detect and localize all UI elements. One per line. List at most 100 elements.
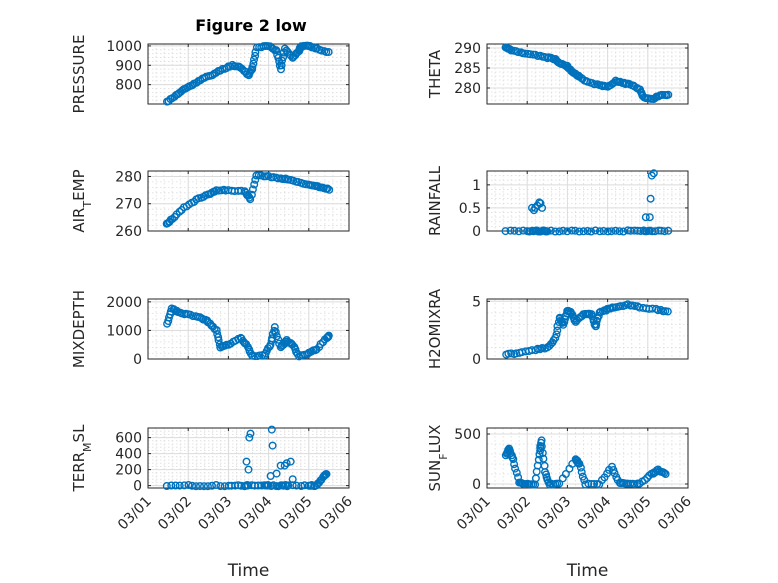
data-point	[563, 227, 572, 236]
data-point	[514, 48, 523, 57]
y-tick-label: 0	[133, 352, 142, 368]
data-point	[322, 470, 331, 479]
data-point	[282, 459, 291, 468]
data-point	[630, 302, 639, 311]
data-point	[546, 226, 555, 235]
data-point	[543, 227, 552, 236]
data-point	[184, 481, 193, 490]
axes-frame	[486, 43, 689, 105]
data-point	[551, 333, 560, 342]
y-tick-label: 800	[115, 78, 142, 94]
data-point	[590, 480, 599, 489]
data-point	[559, 226, 568, 235]
data-point	[188, 481, 197, 490]
data-point	[575, 227, 584, 236]
data-point	[509, 455, 518, 464]
y-tick-label: 0	[472, 477, 481, 493]
data-point	[664, 90, 673, 99]
data-point	[284, 481, 293, 490]
y-tick-label: 0	[472, 224, 481, 240]
y-tick-label: 0.5	[459, 201, 481, 217]
x-tick-label: 03/05	[615, 494, 655, 534]
subplot-mixdepth: 0 1000 2000 MIXDEPTH	[70, 290, 350, 368]
data-series	[502, 300, 672, 359]
axes-frame	[147, 43, 350, 105]
data-point	[247, 190, 256, 199]
y-tick-label: 2000	[106, 295, 142, 311]
data-point	[286, 457, 295, 466]
data-point	[528, 346, 537, 355]
data-point	[607, 227, 616, 236]
data-point	[297, 482, 306, 491]
data-point	[175, 481, 184, 490]
axes-frame	[486, 298, 689, 360]
data-point	[538, 449, 547, 458]
data-point	[307, 347, 316, 356]
y-axis-label: SUNFLUX	[426, 425, 450, 492]
y-axis-label: PRESSURE	[70, 35, 88, 114]
data-point	[292, 481, 301, 490]
data-point	[207, 481, 216, 490]
data-point	[504, 349, 513, 358]
data-point	[251, 48, 260, 57]
data-point	[317, 46, 326, 55]
x-tick-label: 03/06	[655, 493, 695, 533]
data-point	[226, 62, 235, 71]
y-tick-label: 285	[454, 61, 481, 77]
data-point	[510, 460, 519, 469]
y-tick-label: 1	[472, 178, 481, 194]
y-axis-label: H2OMIXRA	[426, 288, 444, 369]
data-point	[272, 332, 281, 341]
data-point	[591, 226, 600, 235]
data-point	[567, 226, 576, 235]
data-point	[254, 171, 263, 180]
data-point	[647, 171, 656, 180]
data-point	[646, 194, 655, 203]
data-point	[641, 213, 650, 222]
data-series	[501, 43, 673, 103]
axes-frame	[486, 427, 689, 489]
data-series	[162, 425, 331, 491]
data-point	[237, 186, 246, 195]
data-point	[510, 226, 519, 235]
data-point	[288, 475, 297, 484]
data-point	[663, 307, 672, 316]
y-axis-label: AIRTEMP	[70, 169, 94, 232]
data-point	[660, 468, 669, 477]
y-axis-label: RAINFALL	[426, 165, 444, 236]
data-point	[526, 50, 535, 59]
data-series	[501, 169, 673, 236]
data-point	[645, 213, 654, 222]
data-point	[195, 482, 204, 491]
data-point	[277, 61, 286, 70]
data-point	[506, 226, 515, 235]
data-point	[561, 470, 570, 479]
data-point	[325, 185, 334, 194]
data-point	[167, 481, 176, 490]
y-tick-label: 260	[115, 224, 142, 240]
data-point	[248, 63, 257, 72]
subplot-h2omixra: 0 5 H2OMIXRA	[426, 288, 689, 369]
data-point	[270, 323, 279, 332]
data-point	[175, 207, 184, 216]
subplot-theta: 280 285 290 THETA	[426, 41, 689, 105]
data-series	[501, 436, 670, 489]
data-point	[191, 482, 200, 491]
data-point	[267, 425, 276, 434]
data-point	[603, 227, 612, 236]
data-point	[250, 180, 259, 189]
y-tick-label: 280	[115, 169, 142, 185]
data-point	[171, 481, 180, 490]
x-tick-label: 03/02	[494, 494, 534, 534]
data-point	[611, 226, 620, 235]
x-tick-label: 03/04	[575, 493, 615, 533]
data-point	[615, 227, 624, 236]
data-point	[162, 482, 171, 491]
data-point	[272, 469, 281, 478]
axes-frame	[147, 298, 350, 360]
data-point	[268, 441, 277, 450]
data-point	[587, 227, 596, 236]
